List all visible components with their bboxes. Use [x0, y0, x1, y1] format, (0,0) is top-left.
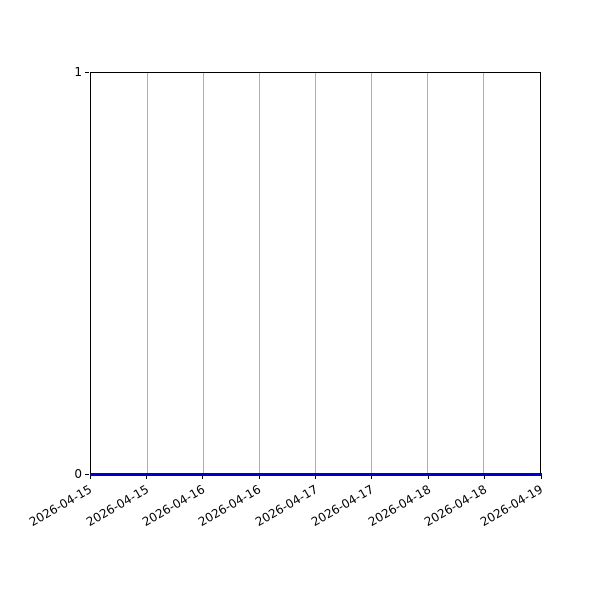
x-tick-mark	[258, 475, 260, 479]
x-gridline	[315, 73, 316, 473]
x-tick-label: 2026-04-18	[421, 482, 490, 530]
x-gridline	[146, 73, 148, 473]
x-tick-label: 2026-04-19	[478, 482, 546, 530]
x-tick-mark	[540, 475, 542, 479]
data-line-series	[90, 473, 542, 476]
plot-area	[90, 72, 541, 474]
y-tick-mark	[85, 473, 89, 475]
x-gridline	[258, 73, 260, 473]
y-tick-label: 1	[74, 65, 82, 79]
x-tick-label: 2026-04-16	[139, 482, 208, 530]
x-gridline	[427, 73, 429, 473]
y-tick-label: 0	[74, 467, 82, 481]
x-gridline	[371, 73, 373, 473]
x-tick-mark	[371, 475, 373, 479]
x-tick-label: 2026-04-15	[27, 482, 95, 530]
x-tick-label: 2026-04-18	[365, 482, 433, 530]
x-tick-label: 2026-04-17	[308, 482, 377, 530]
x-tick-label: 2026-04-17	[252, 482, 320, 530]
x-gridline	[483, 73, 485, 473]
x-tick-mark	[315, 475, 316, 479]
x-tick-mark	[145, 475, 147, 479]
x-tick-mark	[202, 475, 204, 479]
y-tick-mark	[85, 71, 89, 73]
x-tick-mark	[484, 475, 486, 479]
x-tick-label: 2026-04-15	[83, 482, 151, 530]
x-tick-label: 2026-04-16	[196, 482, 264, 530]
x-tick-mark	[427, 475, 429, 479]
x-tick-mark	[89, 475, 91, 479]
x-gridline	[202, 73, 204, 473]
